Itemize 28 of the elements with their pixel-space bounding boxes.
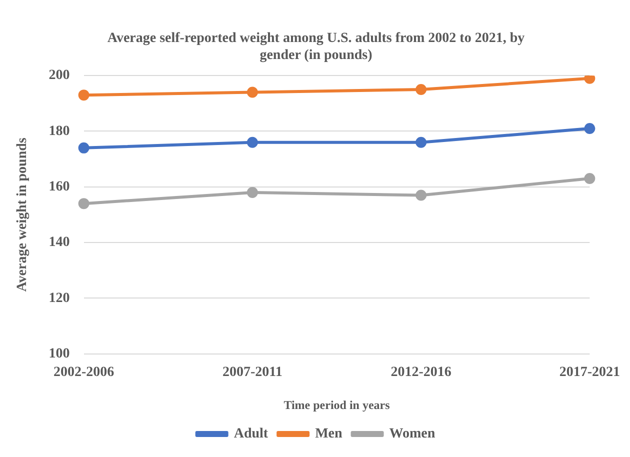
x-tick-label: 2002-2006: [53, 364, 114, 380]
x-tick-label: 2012-2016: [390, 364, 452, 380]
point: [78, 198, 90, 210]
point: [584, 76, 596, 84]
point: [416, 84, 427, 96]
y-tick-label: 200: [48, 68, 70, 84]
chart-title: Average self-reported weight among U.S. adults from 2002 to 2021, by gender (in pounds): [107, 31, 525, 63]
point: [584, 173, 596, 184]
point: [246, 186, 258, 198]
point: [416, 136, 427, 148]
x-tick-label: 2017-2021: [559, 364, 620, 380]
y-tick-label: 100: [48, 346, 70, 362]
point: [246, 86, 258, 98]
x-axis-title: Time period in years: [284, 398, 390, 412]
point: [416, 190, 427, 201]
legend-label: Women: [389, 426, 436, 442]
point: [246, 136, 258, 148]
y-tick-label: 140: [48, 235, 70, 250]
x-tick-label: 2007-2011: [222, 364, 282, 380]
point: [78, 142, 90, 154]
point: [584, 122, 596, 134]
y-tick-label: 180: [48, 124, 70, 139]
y-tick-label: 120: [48, 290, 70, 306]
y-tick-label: 160: [48, 179, 70, 194]
legend-label: Adult: [234, 426, 268, 442]
y-axis-title: Average weight in pounds: [15, 137, 30, 292]
point: [78, 90, 90, 101]
legend-label: Men: [315, 426, 342, 442]
